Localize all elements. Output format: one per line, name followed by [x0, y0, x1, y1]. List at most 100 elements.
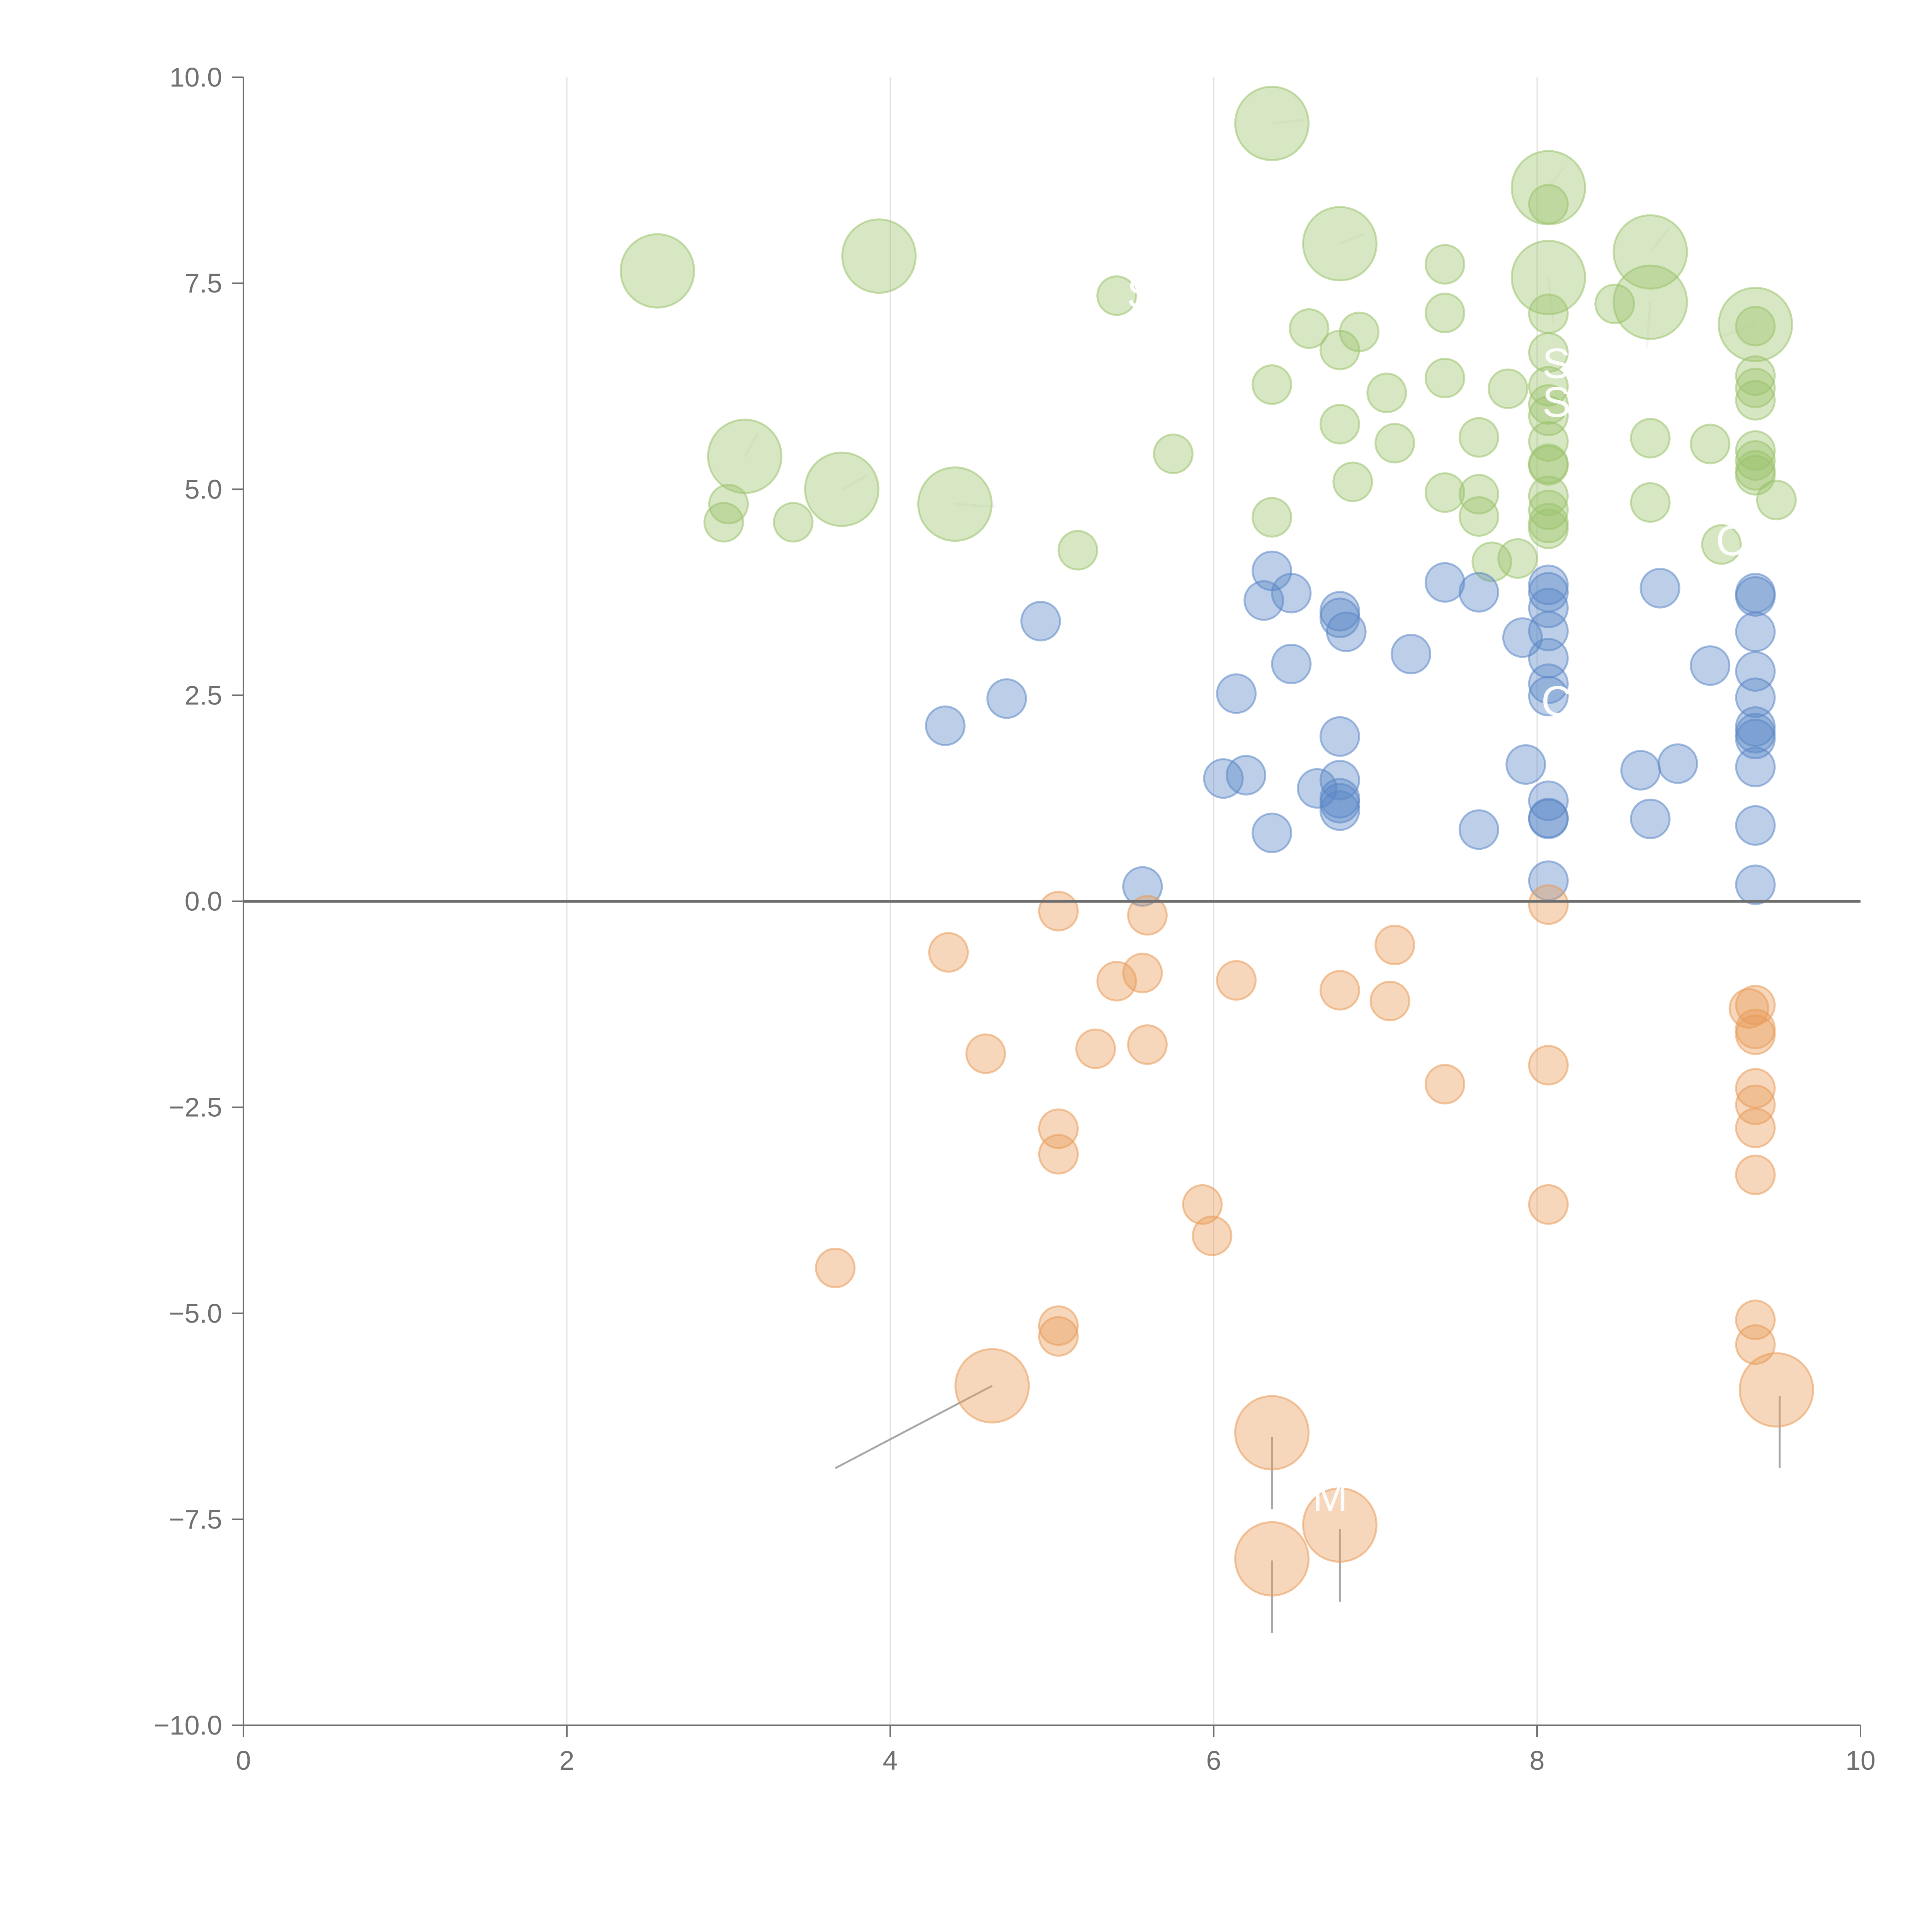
- data-point-blue: [1735, 718, 1776, 759]
- data-point-blue: [1319, 760, 1360, 801]
- data-point-green: [1488, 368, 1529, 409]
- data-point-green: [1424, 472, 1465, 513]
- x-tick-label: 6: [1206, 1745, 1221, 1776]
- y-tick-label: −7.5: [169, 1504, 222, 1534]
- annotation-label: S: [1543, 379, 1571, 426]
- data-point-blue: [925, 705, 966, 746]
- data-point-orange: [954, 1348, 1030, 1423]
- data-point-orange: [1038, 1305, 1079, 1346]
- leader-line: [955, 503, 996, 508]
- data-point-green: [1366, 372, 1407, 413]
- data-point-green: [1735, 306, 1776, 347]
- data-point-blue: [1630, 798, 1671, 839]
- leader-line: [1719, 323, 1756, 338]
- data-point-blue: [986, 678, 1027, 719]
- data-point-blue: [1458, 572, 1499, 613]
- data-point-green: [1528, 366, 1569, 407]
- data-point-orange: [1528, 1045, 1569, 1086]
- data-point-green: [1528, 293, 1569, 334]
- data-point-green: [1528, 384, 1569, 425]
- data-point-green: [1234, 85, 1310, 161]
- data-point-green: [1096, 275, 1137, 316]
- data-point-green: [1735, 355, 1776, 396]
- y-tick-label: −2.5: [169, 1092, 222, 1122]
- data-point-green: [707, 418, 782, 494]
- data-point-blue: [1735, 576, 1776, 617]
- data-point-green: [1528, 445, 1569, 486]
- annotation-label: S: [1127, 270, 1155, 317]
- data-point-blue: [1319, 790, 1360, 831]
- leader-line: [1649, 226, 1671, 253]
- data-point-blue: [1735, 864, 1776, 905]
- data-point-green: [1718, 287, 1793, 362]
- x-tick-label: 2: [560, 1745, 575, 1776]
- data-point-orange: [1127, 1024, 1168, 1065]
- data-point-green: [1289, 308, 1330, 349]
- data-point-orange: [928, 932, 969, 973]
- data-point-green: [1528, 332, 1569, 373]
- data-point-orange: [1369, 981, 1410, 1022]
- data-point-green: [1528, 509, 1569, 549]
- x-tick-label: 0: [236, 1745, 251, 1776]
- y-tick-label: 7.5: [185, 268, 222, 298]
- data-point-orange: [1735, 1154, 1776, 1195]
- x-tick-label: 4: [883, 1745, 898, 1776]
- leader-line: [744, 434, 759, 457]
- data-point-blue: [1690, 645, 1731, 686]
- data-point-green: [1374, 423, 1415, 464]
- data-point-blue: [1216, 673, 1257, 714]
- data-point-orange: [1038, 1316, 1079, 1357]
- data-point-green: [1630, 482, 1671, 523]
- data-point-orange: [1735, 1014, 1776, 1055]
- annotation-label: C: [1541, 678, 1571, 725]
- data-point-orange: [1735, 985, 1776, 1026]
- data-point-green: [1252, 497, 1293, 538]
- data-point-green: [1153, 434, 1194, 474]
- data-point-green: [1424, 293, 1465, 333]
- data-point-green: [1528, 421, 1569, 462]
- data-point-blue: [1271, 643, 1312, 684]
- axes: 10.0 7.5 5.0 2.5 0.0 −2.5 −5.0 −7.5 −10.0 0 2 4 6 8 10: [154, 62, 1876, 1776]
- data-point-green: [1756, 480, 1797, 520]
- data-point-green: [1497, 538, 1538, 579]
- data-point-orange: [965, 1033, 1006, 1074]
- data-point-blue: [1271, 573, 1312, 614]
- data-point-green: [703, 502, 744, 543]
- data-point-green: [773, 502, 814, 543]
- data-point-green: [1701, 524, 1742, 565]
- data-point-green: [1594, 283, 1635, 324]
- data-point-blue: [1735, 747, 1776, 787]
- data-point-orange: [1528, 1184, 1569, 1225]
- data-point-blue: [1620, 750, 1661, 791]
- data-point-blue: [1735, 677, 1776, 718]
- data-point-orange: [1735, 1107, 1776, 1148]
- annotation-label: r: [1760, 505, 1774, 552]
- leader-line: [1272, 119, 1304, 124]
- data-point-green: [1332, 461, 1373, 502]
- x-tick-label: 8: [1530, 1745, 1545, 1776]
- annotation-label: S: [1543, 340, 1571, 387]
- data-point-green: [1612, 264, 1688, 340]
- annotation-label: S: [1216, 270, 1244, 317]
- connector-line: [835, 1385, 993, 1469]
- data-point-green: [1057, 530, 1098, 571]
- y-tick-label: 2.5: [185, 680, 222, 710]
- data-point-blue: [1391, 634, 1432, 675]
- data-point-orange: [815, 1247, 856, 1288]
- data-point-orange: [1735, 1084, 1776, 1125]
- data-point-green: [1339, 311, 1380, 352]
- leader-line: [841, 474, 868, 490]
- data-point-green: [1690, 423, 1731, 464]
- data-point-blue: [1528, 587, 1569, 628]
- data-point-blue: [1297, 768, 1338, 809]
- data-point-blue: [1319, 716, 1360, 757]
- data-point-orange: [1735, 1299, 1776, 1340]
- data-point-green: [1630, 418, 1671, 459]
- data-point-blue: [1528, 663, 1569, 704]
- data-point-orange: [1302, 1487, 1378, 1563]
- data-point-orange: [1038, 891, 1079, 932]
- data-point-green: [917, 466, 993, 542]
